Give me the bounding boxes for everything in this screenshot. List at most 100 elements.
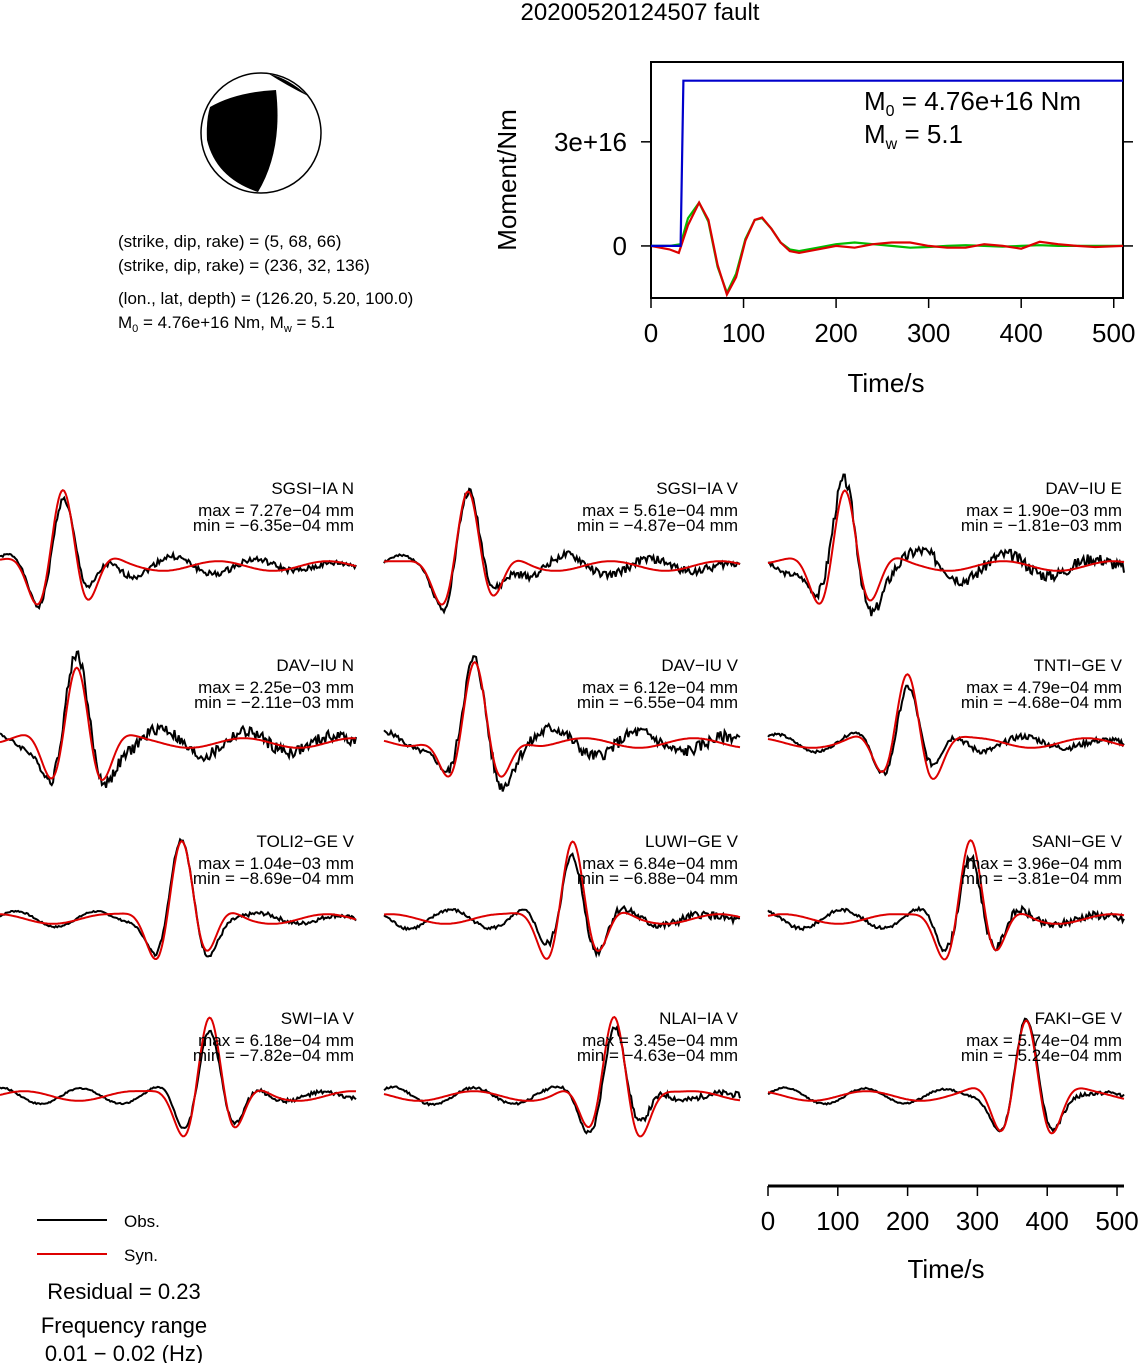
annotation-mw-prefix: M bbox=[864, 119, 886, 149]
station-min: min = −4.87e−04 mm bbox=[577, 516, 738, 535]
station-label: DAV−IU E bbox=[1045, 479, 1122, 498]
beachball-small-lobe bbox=[269, 74, 308, 96]
station-max: max = 1.90e−03 mm bbox=[966, 501, 1122, 520]
moment-xtick-label-1: 100 bbox=[722, 318, 765, 348]
station-label: SWI−IA V bbox=[281, 1009, 355, 1028]
moment-xlabel: Time/s bbox=[847, 368, 924, 398]
moment-ticks-group: 0 100 200 300 400 500 0 3e+16 bbox=[554, 127, 1135, 348]
station-label: DAV−IU V bbox=[661, 656, 738, 675]
waveform-xtick-label-0: 0 bbox=[761, 1206, 775, 1236]
waveform-synthetic bbox=[767, 673, 1125, 780]
station-label: TOLI2−GE V bbox=[257, 832, 355, 851]
waveform-synthetic bbox=[0, 666, 356, 781]
moment-prefix: M bbox=[118, 313, 132, 332]
station-min: min = −3.81e−04 mm bbox=[961, 869, 1122, 888]
waveform-observed bbox=[383, 1024, 741, 1135]
station-max: max = 4.79e−04 mm bbox=[966, 678, 1122, 697]
waveform-synthetic bbox=[383, 661, 741, 778]
station-max: max = 2.25e−03 mm bbox=[198, 678, 354, 697]
moment-ytick-label-1: 3e+16 bbox=[554, 127, 627, 157]
station-min: min = −6.88e−04 mm bbox=[577, 869, 738, 888]
waveform-observed bbox=[383, 487, 741, 615]
station-label: SGSI−IA V bbox=[656, 479, 738, 498]
station-max: max = 6.12e−04 mm bbox=[582, 678, 738, 697]
station-label: FAKI−GE V bbox=[1035, 1009, 1123, 1028]
station-label: LUWI−GE V bbox=[645, 832, 739, 851]
moment-ytick-label-0: 0 bbox=[613, 231, 627, 261]
station-max: max = 6.84e−04 mm bbox=[582, 854, 738, 873]
station-label: DAV−IU N bbox=[276, 656, 354, 675]
focal-mechanism-beachball bbox=[200, 72, 322, 194]
station-label: NLAI−IA V bbox=[659, 1009, 739, 1028]
waveform-synthetic bbox=[767, 1019, 1125, 1135]
waveform-observed bbox=[0, 1029, 357, 1130]
legend: Obs. Syn. bbox=[37, 1212, 160, 1265]
waveform-synthetic bbox=[0, 489, 357, 606]
mw-value: = 5.1 bbox=[292, 313, 335, 332]
station-min: min = −4.63e−04 mm bbox=[577, 1046, 738, 1065]
waveform-observed bbox=[383, 655, 741, 792]
station-min: min = −7.82e−04 mm bbox=[193, 1046, 354, 1065]
moment-sub: 0 bbox=[132, 323, 138, 335]
annotation-m0-value: = 4.76e+16 Nm bbox=[895, 86, 1081, 116]
station-max: max = 5.74e−04 mm bbox=[966, 1031, 1122, 1050]
waveform-synthetic bbox=[767, 489, 1125, 605]
station-max: max = 3.96e−04 mm bbox=[966, 854, 1122, 873]
moment-series-group bbox=[650, 79, 1124, 298]
moment-series-0 bbox=[651, 79, 1123, 247]
station-max: max = 7.27e−04 mm bbox=[198, 501, 354, 520]
legend-syn-label: Syn. bbox=[124, 1246, 158, 1265]
moment-annotation-m0: M0 = 4.76e+16 Nm bbox=[864, 86, 1081, 120]
waveform-synthetic bbox=[0, 1016, 357, 1138]
frequency-label: Frequency range bbox=[41, 1313, 207, 1338]
waveform-synthetic bbox=[383, 1015, 741, 1138]
moment-ylabel: Moment/Nm bbox=[492, 109, 522, 251]
station-label: TNTI−GE V bbox=[1034, 656, 1123, 675]
annotation-mw-sub: w bbox=[885, 136, 898, 153]
waveform-xtick-label-3: 300 bbox=[956, 1206, 999, 1236]
mechanism-location: (lon., lat, depth) = (126.20, 5.20, 100.… bbox=[118, 289, 413, 308]
moment-plot-frame bbox=[650, 61, 1124, 299]
mw-sub: w bbox=[283, 323, 292, 335]
figure-title: 20200520124507 fault bbox=[521, 0, 760, 26]
waveform-synthetic bbox=[0, 839, 357, 960]
moment-xtick-label-4: 400 bbox=[1000, 318, 1043, 348]
waveform-observed bbox=[0, 495, 357, 611]
waveform-xtick-label-5: 500 bbox=[1095, 1206, 1138, 1236]
waveform-synthetic bbox=[383, 840, 741, 960]
moment-xtick-label-0: 0 bbox=[644, 318, 658, 348]
moment-annotation-mw: Mw = 5.1 bbox=[864, 119, 963, 153]
moment-series-2 bbox=[650, 200, 1124, 298]
station-label: SGSI−IA N bbox=[271, 479, 354, 498]
waveform-time-axis: Time/s 0 100 200 300 400 500 bbox=[761, 1184, 1139, 1284]
waveform-observed bbox=[767, 684, 1125, 777]
station-label: SANI−GE V bbox=[1032, 832, 1123, 851]
waveform-synthetic bbox=[383, 490, 741, 606]
station-min: min = −4.68e−04 mm bbox=[961, 693, 1122, 712]
waveform-xlabel: Time/s bbox=[907, 1254, 984, 1284]
moment-value: = 4.76e+16 Nm, M bbox=[138, 313, 284, 332]
station-max: max = 5.61e−04 mm bbox=[582, 501, 738, 520]
moment-xtick-label-5: 500 bbox=[1092, 318, 1135, 348]
station-min: min = −6.55e−04 mm bbox=[577, 693, 738, 712]
waveform-observed bbox=[767, 473, 1125, 617]
annotation-m0-sub: 0 bbox=[886, 103, 895, 120]
annotation-m0-prefix: M bbox=[864, 86, 886, 116]
residual-text: Residual = 0.23 bbox=[47, 1279, 201, 1304]
station-min: min = −2.11e−03 mm bbox=[194, 693, 354, 712]
mechanism-moment: M0 = 4.76e+16 Nm, Mw = 5.1 bbox=[118, 313, 335, 335]
station-min: min = −6.35e−04 mm bbox=[193, 516, 354, 535]
